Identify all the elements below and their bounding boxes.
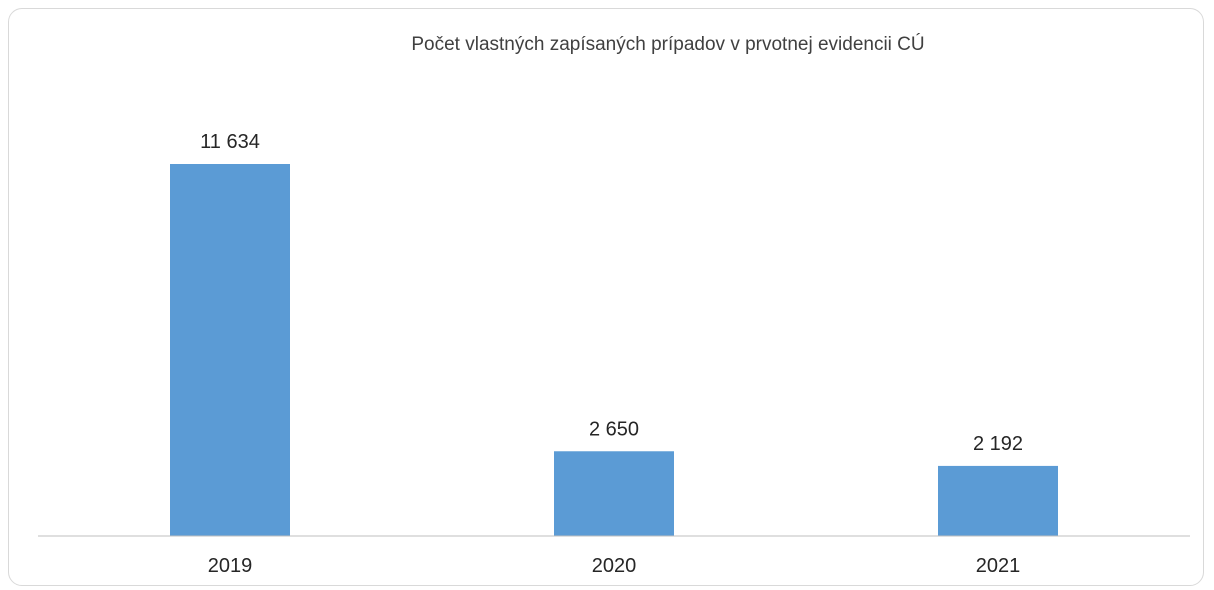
data-label-2019: 11 634: [200, 131, 260, 153]
bar-2020: [554, 451, 674, 536]
data-label-2021: 2 192: [973, 433, 1023, 455]
x-tick-label-2020: 2020: [592, 555, 637, 577]
bar-2021: [938, 465, 1058, 536]
x-tick-label-2019: 2019: [208, 555, 253, 577]
chart-title: Počet vlastných zapísaných prípadov v pr…: [411, 33, 924, 55]
bar-2019: [170, 164, 290, 536]
data-labels-group: 11 634 2 650 2 192: [200, 131, 1023, 455]
x-tick-label-2021: 2021: [976, 555, 1021, 577]
data-label-2020: 2 650: [589, 418, 639, 440]
bars-group: [170, 164, 1058, 536]
x-tick-labels-group: 2019 2020 2021: [208, 555, 1021, 577]
